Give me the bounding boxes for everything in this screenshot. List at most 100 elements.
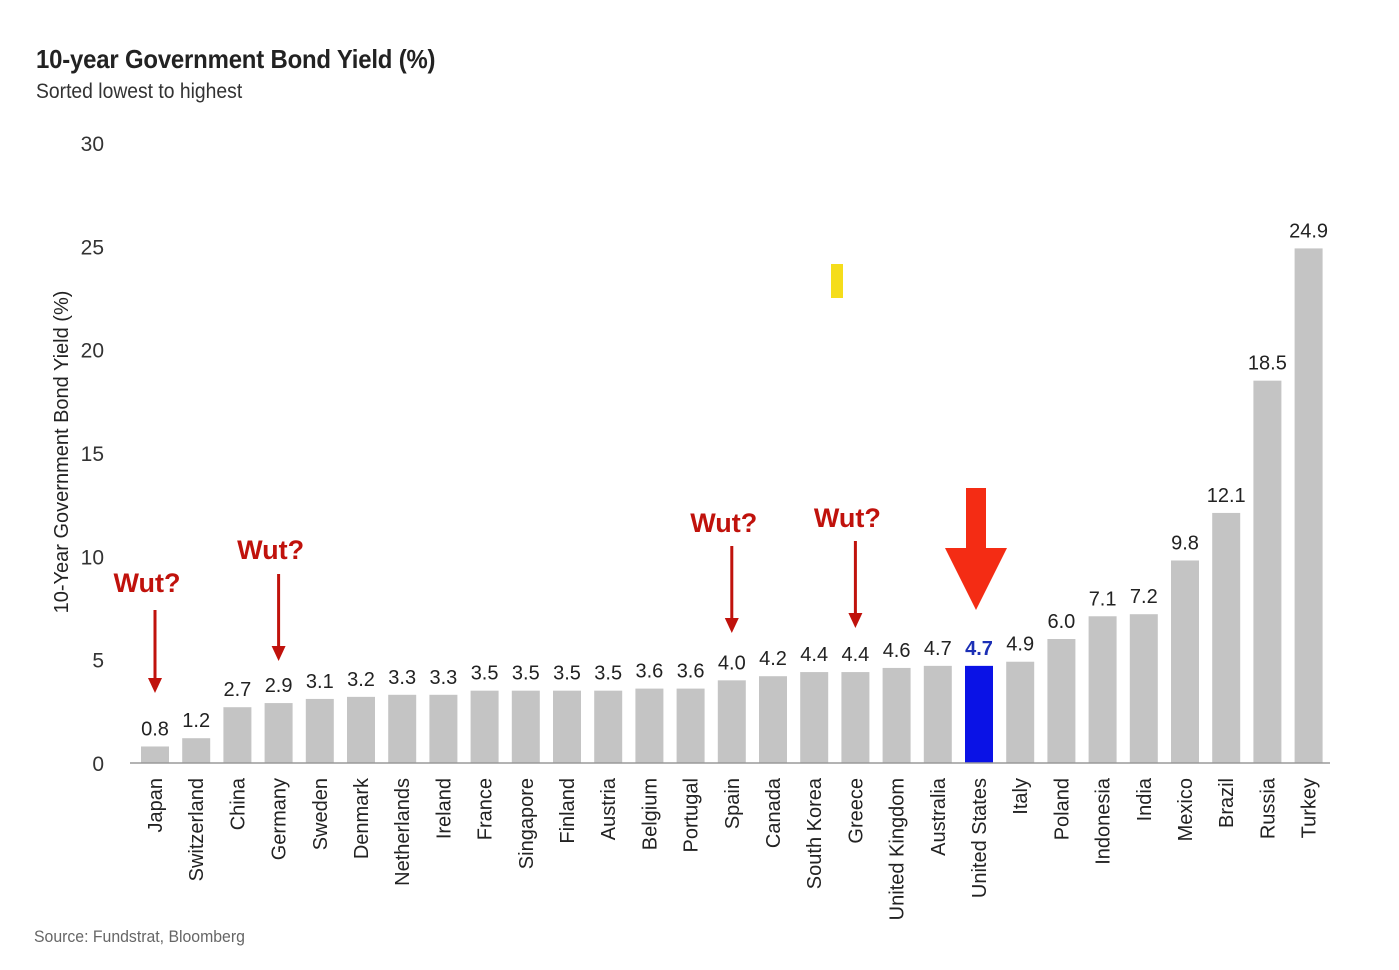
value-label: 3.3 [388,667,416,689]
value-label: 4.7 [965,638,993,660]
value-label: 3.3 [429,667,457,689]
bar-united-states [965,665,993,763]
bar-denmark [347,696,375,763]
category-label: Switzerland [186,778,208,881]
wut-annotation: Wut? [114,568,181,598]
y-axis-label: 10-Year Government Bond Yield (%) [51,291,73,614]
y-axis-ticks: 0 5 10 15 20 25 30 [81,133,104,776]
category-label: Spain [722,778,744,829]
value-label: 7.1 [1089,588,1117,610]
bar-germany [264,703,293,763]
category-label: United States [969,778,991,898]
value-label: 3.5 [594,663,622,685]
chart-subtitle: Sorted lowest to highest [36,80,243,103]
category-label: United Kingdom [887,778,909,920]
category-label: Canada [763,777,785,848]
y-tick-label: 10 [81,546,104,569]
bar-netherlands [388,694,417,763]
value-label: 24.9 [1289,220,1328,242]
yellow-marker [831,264,843,298]
value-label: 4.4 [800,644,828,666]
value-label: 9.8 [1171,532,1199,554]
value-label: 4.0 [718,652,746,674]
category-label: Belgium [639,778,661,850]
category-label: India [1134,777,1156,821]
value-label: 7.2 [1130,586,1158,608]
value-label: 6.0 [1047,611,1075,633]
source-note: Source: Fundstrat, Bloomberg [34,927,245,946]
value-labels: 0.8 1.2 2.7 2.9 3.1 3.2 3.3 3.3 3.5 3.5 3.5 3.5 3.6 3… [141,220,1328,740]
bar-indonesia [1088,616,1117,763]
annotations: Wut? Wut? Wut? Wut? [114,488,1007,693]
bar-greece [841,672,870,763]
category-label: Brazil [1216,778,1238,828]
bar-france [470,690,499,763]
category-label: Indonesia [1093,777,1115,865]
bar-belgium [635,688,664,763]
bar-spain [717,680,746,763]
bar-china [223,707,252,763]
category-label: Denmark [351,777,373,859]
bar-finland [553,690,581,763]
bar-mexico [1171,560,1199,763]
value-label: 2.7 [223,679,251,701]
category-label: Russia [1257,777,1279,839]
value-label: 4.2 [759,648,787,670]
value-label: 3.5 [512,663,540,685]
bar-switzerland [182,738,211,763]
bar-united-kingdom [882,667,911,763]
value-label: 0.8 [141,718,169,740]
category-label: Italy [1010,778,1032,815]
category-label: China [227,777,249,830]
category-label: Portugal [681,778,703,853]
wut-annotation: Wut? [690,508,757,538]
category-label: Finland [557,778,579,844]
bar-south-korea [800,672,829,763]
bar-turkey [1294,248,1323,763]
category-label: Austria [598,777,620,840]
category-label: Netherlands [392,778,414,886]
category-label: Greece [845,778,867,844]
category-label: France [475,778,497,840]
bar-austria [594,690,623,763]
y-tick-label: 15 [81,443,104,466]
value-label: 3.1 [306,671,334,693]
y-tick-label: 30 [81,133,104,156]
bar-singapore [511,690,540,763]
value-label: 12.1 [1207,485,1246,507]
category-label: Poland [1051,778,1073,840]
y-tick-label: 20 [81,340,104,363]
bars [141,248,1323,763]
category-label: Germany [269,778,291,860]
bar-sweden [305,698,334,763]
value-label: 3.5 [553,663,581,685]
bar-italy [1006,661,1035,763]
value-label: 3.2 [347,669,375,691]
bar-portugal [676,688,705,763]
category-label: South Korea [804,777,826,889]
wut-annotation: Wut? [814,503,881,533]
category-label: Sweden [310,778,332,850]
value-label: 4.4 [841,644,869,666]
bar-india [1129,614,1158,763]
category-label: Singapore [516,778,538,869]
bar-brazil [1212,512,1241,763]
y-tick-label: 25 [81,236,104,259]
bar-ireland [429,694,458,763]
bar-australia [923,665,952,763]
category-labels: Japan Switzerland China Germany Sweden Denmar… [145,777,1321,920]
annotation-arrow-head [848,613,863,628]
value-label: 3.6 [635,661,663,683]
value-label: 4.6 [883,640,911,662]
value-label: 3.5 [471,663,499,685]
y-tick-label: 0 [92,753,104,776]
category-label: Ireland [433,778,455,839]
value-label: 1.2 [182,710,210,732]
bar-japan [141,746,169,763]
annotation-arrow-head [148,678,162,693]
highlight-arrow [945,488,1007,610]
bar-russia [1253,380,1282,763]
value-label: 3.6 [677,661,705,683]
chart-title: 10-year Government Bond Yield (%) [36,44,436,74]
